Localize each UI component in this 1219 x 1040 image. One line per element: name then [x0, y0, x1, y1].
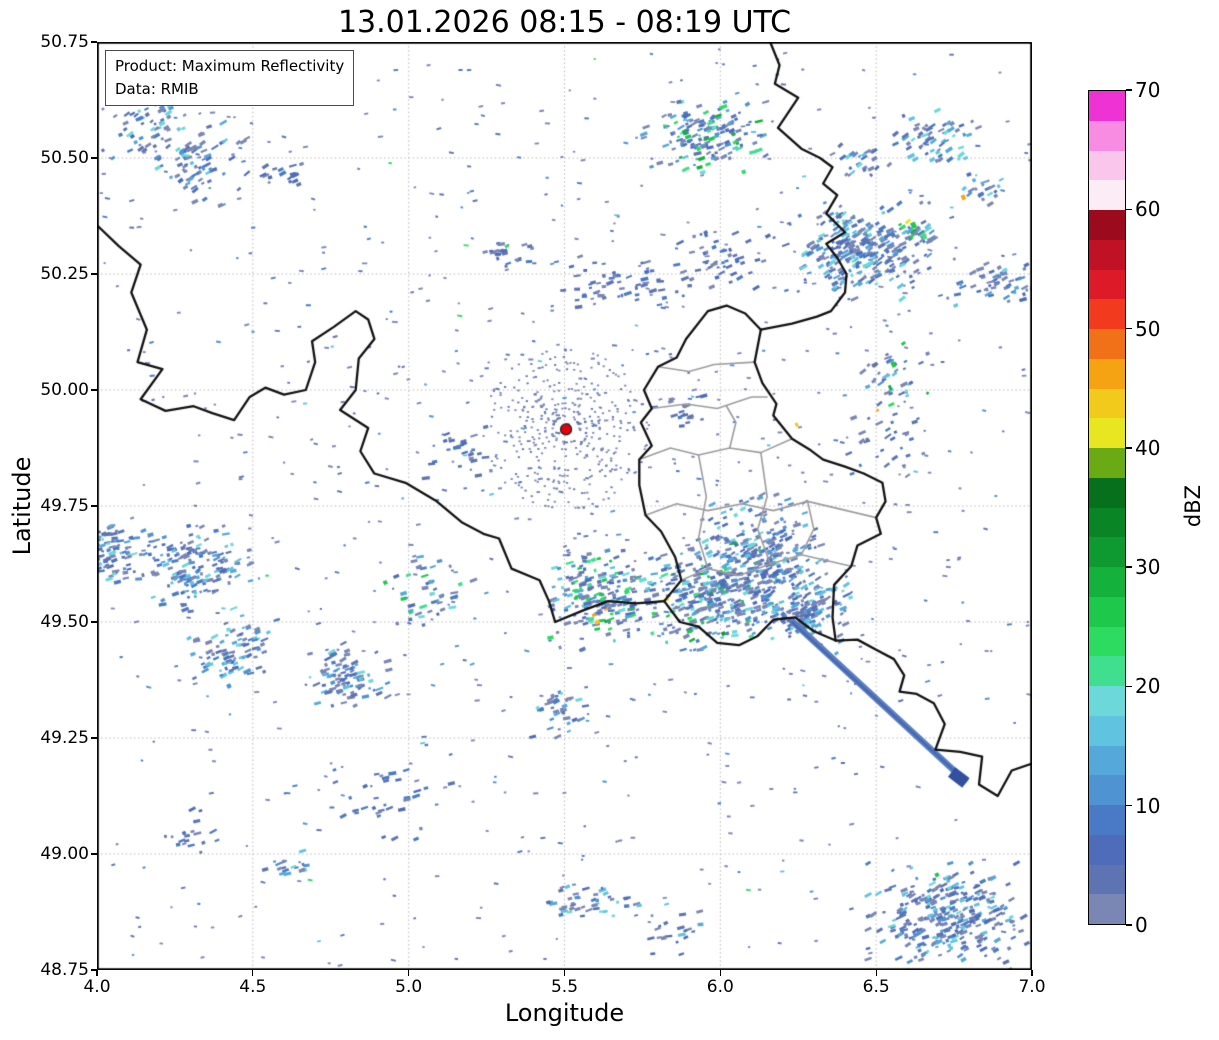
colorbar-band: [1089, 477, 1125, 508]
colorbar-label: dBZ: [1181, 484, 1205, 528]
x-tick-mark: [563, 970, 566, 976]
plot-area: Product: Maximum Reflectivity Data: RMIB: [97, 42, 1032, 970]
y-tick-mark: [91, 969, 97, 971]
colorbar-tick-mark: [1126, 208, 1132, 210]
colorbar-band: [1089, 805, 1125, 835]
colorbar-band: [1089, 180, 1125, 210]
x-tick-mark: [719, 970, 721, 976]
product-annotation-box: Product: Maximum Reflectivity Data: RMIB: [105, 50, 355, 106]
colorbar-band: [1089, 864, 1125, 895]
x-tick-mark: [1031, 970, 1033, 976]
x-tick-label: 6.0: [706, 977, 734, 997]
y-tick-mark: [91, 273, 97, 275]
colorbar-tick-label: 10: [1135, 793, 1161, 818]
colorbar-tick-mark: [1126, 685, 1132, 688]
y-tick-mark: [91, 621, 97, 623]
colorbar-band: [1089, 210, 1125, 240]
colorbar-tick-label: 70: [1135, 78, 1161, 102]
colorbar-band: [1089, 91, 1125, 121]
colorbar-gradient: [1088, 90, 1126, 925]
y-tick-label: 49.25: [40, 728, 89, 748]
colorbar-band: [1089, 329, 1125, 359]
y-tick-mark: [91, 41, 97, 43]
x-tick-label: 5.5: [550, 977, 579, 997]
colorbar-band: [1089, 567, 1125, 597]
colorbar-tick-label: 40: [1135, 435, 1161, 460]
colorbar-tick-label: 50: [1135, 316, 1161, 341]
x-tick-label: 5.0: [395, 977, 423, 997]
colorbar-band: [1089, 269, 1125, 300]
colorbar-band: [1089, 715, 1125, 746]
colorbar-tick-label: 20: [1135, 674, 1161, 699]
x-tick-mark: [96, 970, 98, 976]
y-tick-mark: [91, 157, 97, 159]
colorbar-tick-label: 60: [1135, 197, 1161, 222]
colorbar-tick-mark: [1126, 327, 1132, 330]
colorbar-band: [1089, 358, 1125, 389]
colorbar-tick-mark: [1126, 447, 1132, 449]
colorbar-tick-mark: [1126, 566, 1132, 568]
colorbar-band: [1089, 388, 1125, 419]
colorbar-band: [1089, 626, 1125, 657]
colorbar-tick-label: 0: [1135, 913, 1148, 937]
figure-title: 13.01.2026 08:15 - 08:19 UTC: [337, 5, 792, 40]
y-tick-label: 48.75: [40, 960, 89, 980]
x-tick-mark: [252, 970, 254, 976]
colorbar-tick-mark: [1126, 924, 1132, 926]
colorbar-tick-mark: [1126, 805, 1132, 807]
y-tick-label: 50.25: [40, 264, 89, 284]
x-tick-label: 4.5: [239, 977, 267, 997]
colorbar-tick-label: 30: [1135, 555, 1161, 580]
y-tick-mark: [91, 737, 97, 739]
colorbar-band: [1089, 239, 1125, 270]
y-tick-label: 49.50: [40, 612, 89, 632]
x-tick-mark: [408, 970, 410, 976]
y-tick-label: 49.00: [40, 844, 89, 864]
x-tick-label: 6.5: [862, 977, 890, 997]
colorbar-band: [1089, 745, 1125, 776]
y-tick-mark: [91, 853, 97, 855]
colorbar-tick-mark: [1126, 89, 1132, 91]
x-tick-mark: [875, 970, 877, 976]
y-tick-label: 50.75: [40, 32, 89, 52]
colorbar-band: [1089, 894, 1125, 924]
y-tick-label: 50.00: [40, 380, 89, 400]
product-line: Product: Maximum Reflectivity: [115, 57, 345, 75]
colorbar-band: [1089, 775, 1125, 805]
colorbar-band: [1089, 596, 1125, 627]
colorbar-band: [1089, 120, 1125, 151]
colorbar-band: [1089, 418, 1125, 448]
y-tick-mark: [91, 505, 97, 507]
colorbar-band: [1089, 299, 1125, 329]
x-tick-label: 4.0: [83, 977, 111, 997]
colorbar-band: [1089, 448, 1125, 478]
data-source-line: Data: RMIB: [115, 79, 199, 98]
x-tick-label: 7.0: [1018, 977, 1046, 997]
colorbar-band: [1089, 537, 1125, 567]
colorbar-band: [1089, 150, 1125, 181]
colorbar-band: [1089, 834, 1125, 865]
y-tick-label: 50.50: [40, 148, 89, 168]
x-axis-label: Longitude: [504, 999, 625, 1027]
radar-map-canvas: [97, 42, 1032, 970]
colorbar-band: [1089, 686, 1125, 716]
colorbar-band: [1089, 507, 1125, 538]
colorbar-band: [1089, 656, 1125, 686]
y-tick-label: 49.75: [40, 496, 89, 516]
y-tick-mark: [91, 389, 97, 391]
